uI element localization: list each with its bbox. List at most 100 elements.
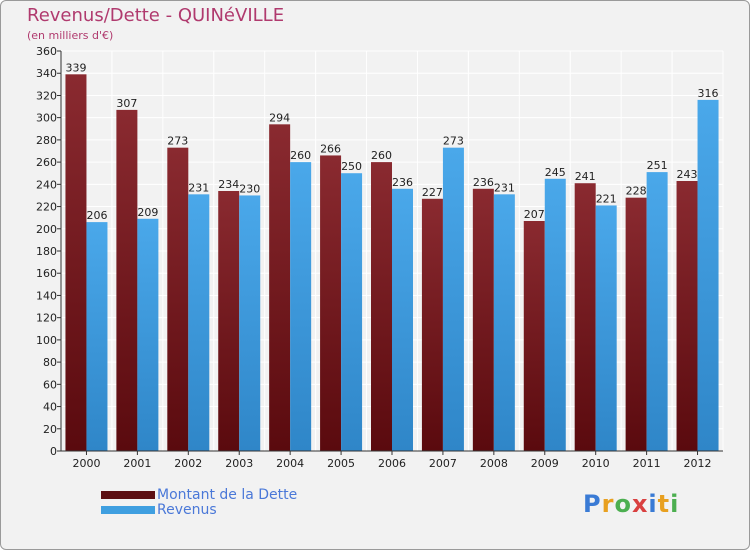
data-label-revenus-2002: 231 — [188, 181, 209, 194]
legend: Montant de la Dette Revenus — [101, 486, 298, 518]
bar-dette-2002 — [167, 147, 189, 451]
data-label-revenus-2010: 221 — [596, 192, 617, 205]
y-tick-label: 40 — [43, 401, 57, 414]
x-tick-label-2011: 2011 — [633, 457, 661, 470]
x-tick-label-2003: 2003 — [225, 457, 253, 470]
legend-swatch-dette — [101, 490, 155, 499]
legend-label-dette: Montant de la Dette — [157, 486, 298, 503]
x-tick-label-2012: 2012 — [684, 457, 712, 470]
bar-dette-2007 — [421, 198, 443, 451]
x-tick-label-2004: 2004 — [276, 457, 304, 470]
x-tick-label-2005: 2005 — [327, 457, 355, 470]
data-label-dette-2010: 241 — [575, 170, 596, 183]
logo-letter: i — [670, 490, 680, 518]
bar-dette-2008 — [472, 188, 494, 451]
data-label-revenus-2006: 236 — [392, 176, 413, 189]
x-tick-label-2010: 2010 — [582, 457, 610, 470]
bar-dette-2005 — [320, 155, 342, 451]
x-tick-label-2009: 2009 — [531, 457, 559, 470]
bar-dette-2001 — [116, 109, 138, 451]
data-label-revenus-2000: 206 — [86, 209, 107, 222]
bar-revenus-2008 — [493, 194, 515, 452]
bar-revenus-2005 — [341, 173, 363, 451]
y-tick-label: 340 — [36, 67, 57, 80]
bar-revenus-2011 — [646, 172, 668, 451]
y-tick-label: 120 — [36, 312, 57, 325]
data-label-dette-2009: 207 — [524, 208, 545, 221]
proxiti-logo: Proxiti — [583, 490, 679, 518]
y-tick-label: 260 — [36, 156, 57, 169]
x-tick-label-2000: 2000 — [72, 457, 100, 470]
bar-dette-2009 — [523, 221, 545, 451]
data-label-dette-2012: 243 — [677, 168, 698, 181]
data-label-revenus-2005: 250 — [341, 160, 362, 173]
y-tick-label: 320 — [36, 89, 57, 102]
data-label-dette-2006: 260 — [371, 149, 392, 162]
bar-dette-2006 — [371, 162, 392, 451]
y-tick-label: 280 — [36, 134, 57, 147]
logo-letter: i — [648, 490, 658, 518]
y-tick-label: 240 — [36, 178, 57, 191]
data-label-dette-2003: 234 — [218, 178, 239, 191]
bar-revenus-2009 — [544, 178, 566, 451]
logo-letter: o — [614, 490, 632, 518]
y-tick-label: 140 — [36, 289, 57, 302]
bar-dette-2011 — [625, 197, 647, 451]
data-label-revenus-2004: 260 — [290, 149, 311, 162]
bar-dette-2012 — [676, 181, 698, 451]
y-tick-label: 300 — [36, 112, 57, 125]
axes: 0 20 40 60 80 100 120 140 160 180 200 220 240 260 280 3… — [36, 45, 723, 470]
x-tick-label-2007: 2007 — [429, 457, 457, 470]
x-tick-label-2002: 2002 — [174, 457, 202, 470]
bar-revenus-2002 — [188, 194, 210, 452]
bar-dette-2010 — [574, 183, 596, 451]
x-tick-label-2006: 2006 — [378, 457, 406, 470]
y-tick-label: 60 — [43, 378, 57, 391]
chart-title: Revenus/Dette - QUINéVILLE — [27, 5, 285, 26]
data-label-dette-2004: 294 — [269, 111, 290, 124]
y-tick-label: 160 — [36, 267, 57, 280]
bar-revenus-2004 — [290, 162, 312, 451]
bar-revenus-2012 — [697, 99, 719, 451]
y-tick-label: 180 — [36, 245, 57, 258]
legend-item-dette: Montant de la Dette — [101, 486, 298, 503]
bar-revenus-2006 — [392, 188, 413, 451]
data-label-revenus-2008: 231 — [494, 181, 515, 194]
legend-swatch-revenus — [101, 505, 155, 514]
y-tick-label: 100 — [36, 334, 57, 347]
legend-item-revenus: Revenus — [101, 501, 297, 518]
y-tick-label: 0 — [50, 445, 57, 458]
bar-dette-2003 — [218, 191, 240, 451]
logo-letter: P — [583, 490, 602, 518]
bar-dette-2004 — [269, 124, 291, 451]
data-label-dette-2007: 227 — [422, 186, 443, 199]
y-tick-label: 80 — [43, 356, 57, 369]
logo-letter: t — [657, 490, 671, 518]
y-tick-label: 20 — [43, 423, 57, 436]
bars — [65, 74, 719, 452]
chart-subtitle: (en milliers d'€) — [27, 29, 114, 42]
y-tick-label: 360 — [36, 45, 57, 58]
bar-revenus-2003 — [239, 195, 261, 451]
y-tick-label: 220 — [36, 201, 57, 214]
logo-letter: x — [631, 490, 649, 518]
data-label-dette-2011: 228 — [626, 185, 647, 198]
y-tick-label: 200 — [36, 223, 57, 236]
bar-dette-2000 — [65, 74, 87, 451]
x-tick-label-2008: 2008 — [480, 457, 508, 470]
legend-label-revenus: Revenus — [157, 501, 217, 518]
data-label-dette-2000: 339 — [65, 61, 86, 74]
data-label-dette-2002: 273 — [167, 135, 188, 148]
data-label-revenus-2009: 245 — [545, 166, 566, 179]
data-label-revenus-2011: 251 — [647, 159, 668, 172]
bar-revenus-2001 — [137, 218, 159, 451]
data-label-dette-2005: 266 — [320, 142, 341, 155]
data-label-revenus-2003: 230 — [239, 182, 260, 195]
data-label-revenus-2007: 273 — [443, 135, 464, 148]
x-tick-label-2001: 2001 — [123, 457, 151, 470]
data-label-revenus-2001: 209 — [137, 206, 158, 219]
bar-revenus-2010 — [595, 205, 617, 451]
